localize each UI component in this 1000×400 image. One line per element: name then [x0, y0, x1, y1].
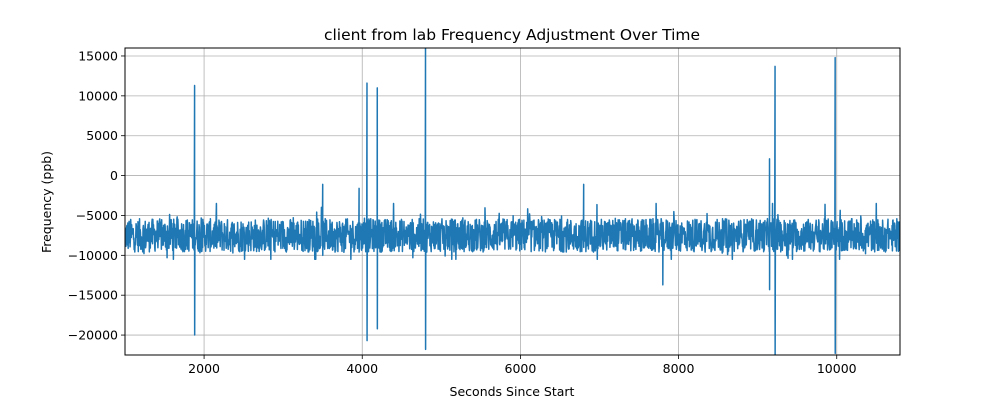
y-tick-label: 10000 — [78, 88, 118, 103]
x-axis: 2000 4000 6000 8000 10000 — [188, 355, 857, 376]
y-tick-label: −15000 — [68, 288, 118, 303]
y-tick-label: −5000 — [76, 208, 118, 223]
y-tick-label: −20000 — [68, 328, 118, 343]
y-tick-label: −10000 — [68, 248, 118, 263]
y-axis-label: Frequency (ppb) — [39, 151, 54, 253]
y-tick-label: 5000 — [86, 128, 118, 143]
x-tick-label: 4000 — [346, 361, 378, 376]
x-tick-label: 6000 — [505, 361, 537, 376]
grid-lines — [125, 48, 900, 355]
y-tick-label: 0 — [110, 168, 118, 183]
x-tick-label: 8000 — [663, 361, 695, 376]
x-tick-label: 10000 — [817, 361, 857, 376]
plot-area — [125, 48, 900, 355]
series-line — [125, 48, 900, 355]
chart-title: client from lab Frequency Adjustment Ove… — [324, 26, 700, 44]
axes-frame — [124, 47, 901, 356]
x-axis-label: Seconds Since Start — [450, 384, 575, 399]
x-tick-label: 2000 — [188, 361, 220, 376]
y-tick-label: 15000 — [78, 48, 118, 63]
y-axis: 15000 10000 5000 0 −5000 −10000 −15000 −20000 — [68, 48, 125, 343]
